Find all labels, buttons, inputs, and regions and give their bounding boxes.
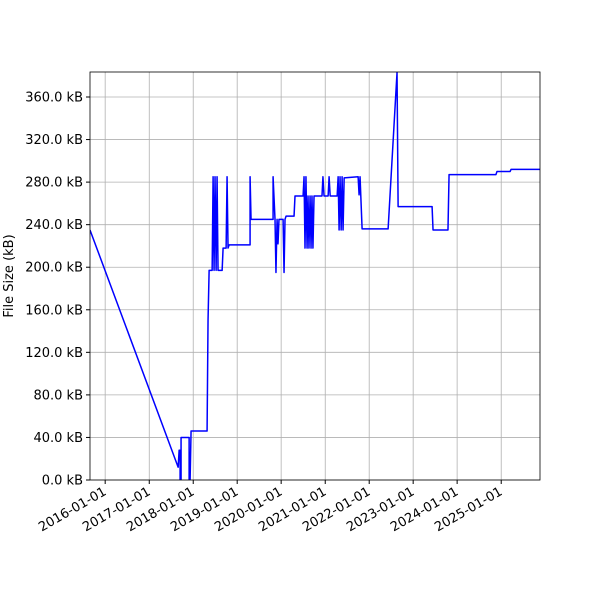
- y-tick-label: 320.0 kB: [25, 133, 83, 148]
- y-tick-label: 360.0 kB: [25, 91, 83, 106]
- y-tick-label: 280.0 kB: [25, 176, 83, 191]
- plot-frame: [89, 71, 541, 481]
- y-tick-label: 40.0 kB: [33, 431, 83, 446]
- y-tick-label: 0.0 kB: [42, 474, 83, 489]
- y-tick-label: 80.0 kB: [33, 388, 83, 403]
- y-tick-label: 160.0 kB: [25, 303, 83, 318]
- y-tick-label: 240.0 kB: [25, 218, 83, 233]
- y-axis-label: File Size (kB): [2, 234, 17, 317]
- y-tick-label: 200.0 kB: [25, 261, 83, 276]
- y-tick-label: 120.0 kB: [25, 346, 83, 361]
- data-line: [90, 72, 540, 480]
